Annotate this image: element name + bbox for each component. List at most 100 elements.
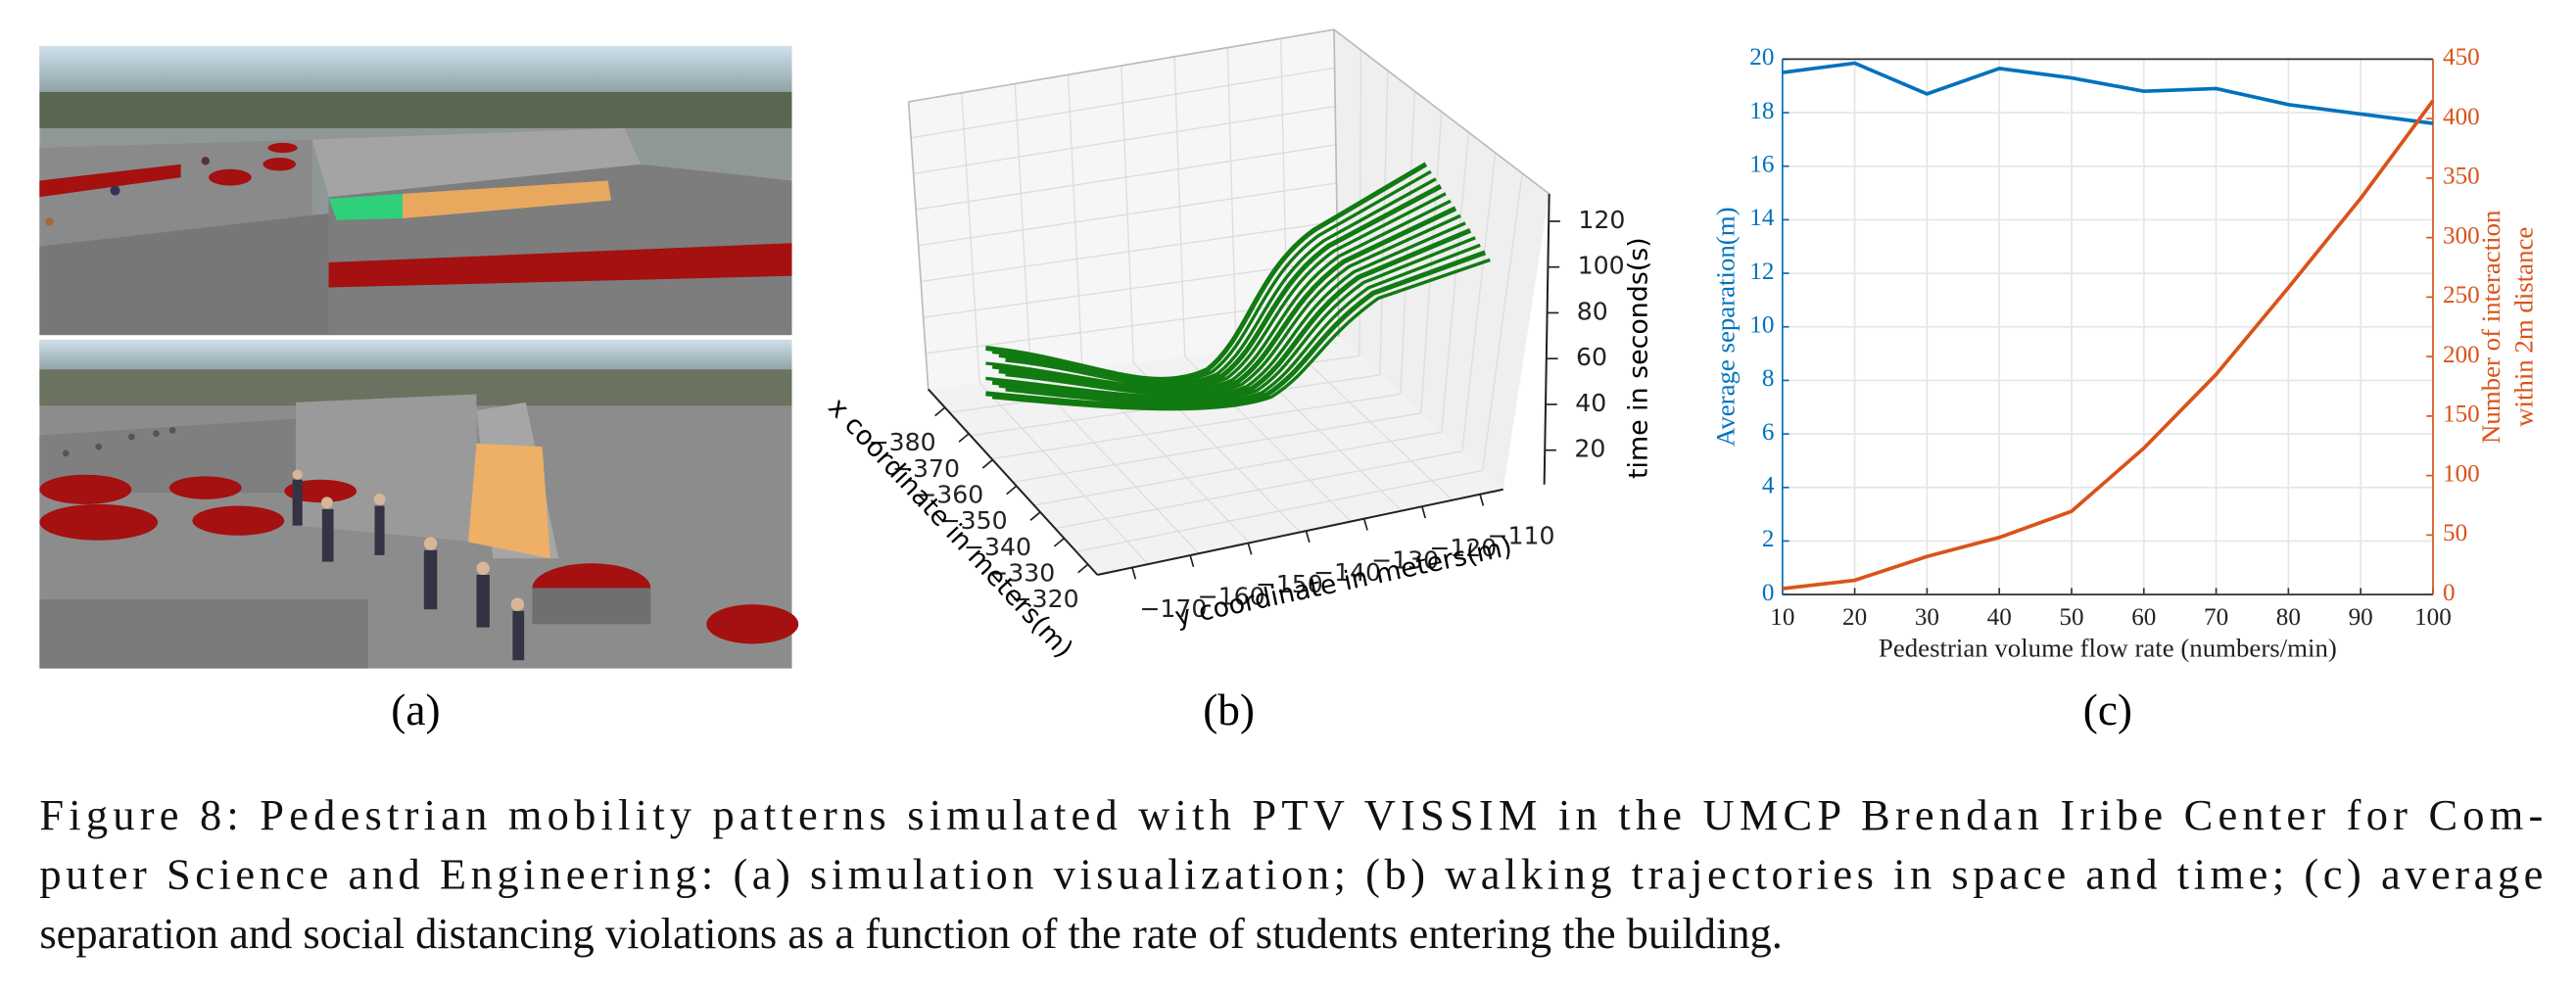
caption-line: Figure 8: Pedestrian mobility patterns s… bbox=[39, 790, 2543, 839]
y-tick-label: 12 bbox=[1749, 259, 1774, 285]
y-tick-label: 16 bbox=[1749, 151, 1774, 177]
pane-line bbox=[1033, 431, 1442, 506]
pane-line bbox=[1226, 47, 1237, 351]
y-tick-label: 6 bbox=[1762, 419, 1775, 446]
data-line bbox=[1782, 99, 2435, 591]
x-tick-label: 60 bbox=[2131, 604, 2156, 631]
y2-tick-label: 300 bbox=[2443, 222, 2480, 249]
x-tick-label: 40 bbox=[1987, 604, 2012, 631]
x-tick-label: 80 bbox=[2276, 604, 2301, 631]
simulation-screenshot-bottom bbox=[39, 340, 799, 669]
y2-tick-label: 50 bbox=[2443, 520, 2467, 546]
panel-label: (b) bbox=[1203, 686, 1255, 734]
axis-label: time in seconds(s) bbox=[1623, 237, 1653, 479]
trajectory bbox=[998, 206, 1457, 396]
tick-label: −320 bbox=[1012, 585, 1079, 613]
y-axis-label: Average separation(m) bbox=[1711, 207, 1741, 447]
tick-label: 120 bbox=[1578, 206, 1625, 234]
x-axis bbox=[927, 388, 1099, 576]
y2-tick-label: 400 bbox=[2443, 104, 2480, 130]
caption-line: puter Science and Engineering: (a) simul… bbox=[39, 849, 2543, 898]
tick-label: −340 bbox=[964, 533, 1031, 561]
pane-line bbox=[1461, 152, 1497, 451]
pane-line bbox=[918, 182, 1337, 247]
pane-line bbox=[1482, 172, 1523, 471]
x-tick-label: 10 bbox=[1770, 604, 1794, 631]
simulation-screenshot-top bbox=[39, 45, 792, 336]
y-tick-label: 20 bbox=[1749, 44, 1774, 71]
x-tick-label: 70 bbox=[2204, 604, 2228, 631]
tick-label: 80 bbox=[1577, 297, 1608, 325]
pane-line bbox=[926, 297, 1339, 355]
trajectory bbox=[985, 162, 1428, 382]
tick-label: −160 bbox=[1198, 583, 1265, 611]
y2-tick-label: 200 bbox=[2443, 342, 2480, 368]
trajectory bbox=[985, 221, 1466, 400]
pane-line bbox=[1173, 56, 1186, 356]
trajectory bbox=[998, 236, 1476, 403]
x-tick-label: 30 bbox=[1915, 604, 1939, 631]
panel-label: (a) bbox=[391, 686, 440, 734]
tick-label: −150 bbox=[1256, 570, 1323, 598]
y2-tick-label: 100 bbox=[2443, 460, 2480, 487]
tick-label: −140 bbox=[1313, 558, 1381, 587]
pane-line bbox=[908, 28, 1335, 103]
x-axis-label: Pedestrian volume flow rate (numbers/min… bbox=[1879, 633, 2337, 662]
tick-mark bbox=[1029, 511, 1041, 521]
tick-label: 40 bbox=[1575, 389, 1606, 417]
trajectory bbox=[985, 192, 1447, 390]
data-line bbox=[1782, 61, 2434, 125]
tick-mark bbox=[1362, 518, 1368, 531]
tick-label: −120 bbox=[1429, 534, 1497, 562]
x-tick-label: 50 bbox=[2059, 604, 2083, 631]
tick-label: −330 bbox=[987, 559, 1055, 588]
trajectory bbox=[1005, 213, 1461, 397]
y-tick-label: 4 bbox=[1762, 473, 1775, 499]
pane-line bbox=[923, 259, 1338, 318]
y2-tick-label: 150 bbox=[2443, 402, 2480, 428]
tick-label: −170 bbox=[1139, 594, 1207, 623]
pane-line bbox=[921, 220, 1338, 283]
pane-line bbox=[907, 101, 930, 390]
y2-axis-label: within 2m distance bbox=[2509, 227, 2539, 427]
tick-label: 100 bbox=[1578, 252, 1625, 280]
tick-label: −380 bbox=[869, 428, 936, 456]
tick-label: 60 bbox=[1576, 343, 1607, 371]
pane-line bbox=[1287, 343, 1454, 501]
trajectory-plot: −380−370−360−350−340−330−320 −170−160−150… bbox=[822, 28, 1653, 664]
tick-mark bbox=[1006, 485, 1018, 496]
x-tick-label: 90 bbox=[2349, 604, 2373, 631]
tick-mark bbox=[1053, 537, 1065, 547]
pane-line bbox=[1055, 450, 1462, 530]
pane-line bbox=[1379, 71, 1389, 375]
trajectory bbox=[985, 250, 1487, 409]
trajectory bbox=[991, 228, 1472, 402]
y-tick-label: 14 bbox=[1749, 205, 1775, 231]
tick-label: −110 bbox=[1487, 521, 1554, 549]
tick-label: 20 bbox=[1574, 435, 1605, 463]
tick-mark bbox=[1189, 554, 1195, 568]
pane-line bbox=[1400, 91, 1416, 395]
tick-label: −350 bbox=[940, 506, 1008, 535]
tick-mark bbox=[1421, 506, 1427, 519]
x-tick-label: 20 bbox=[1842, 604, 1867, 631]
caption: Figure 8: Pedestrian mobility patterns s… bbox=[39, 790, 2543, 958]
trajectory bbox=[1005, 243, 1481, 406]
y2-tick-label: 450 bbox=[2443, 44, 2480, 71]
tick-mark bbox=[1305, 530, 1311, 544]
y2-tick-label: 250 bbox=[2443, 282, 2480, 308]
x-tick-label: 100 bbox=[2414, 604, 2452, 631]
y2-tick-label: 350 bbox=[2443, 164, 2480, 190]
tick-mark bbox=[1479, 494, 1485, 506]
separation-chart: 10 20 30 40 50 60 70 80 90 1000246810121416182005… bbox=[1711, 44, 2539, 662]
y-tick-label: 8 bbox=[1762, 365, 1775, 392]
trajectory bbox=[991, 258, 1491, 411]
z-axis bbox=[1543, 193, 1550, 485]
tick-mark bbox=[1077, 563, 1089, 574]
tick-mark bbox=[1247, 543, 1253, 555]
trajectory bbox=[991, 169, 1432, 384]
y-tick-label: 2 bbox=[1762, 526, 1775, 552]
back-pane bbox=[908, 29, 1339, 390]
tick-label: −370 bbox=[892, 454, 960, 483]
